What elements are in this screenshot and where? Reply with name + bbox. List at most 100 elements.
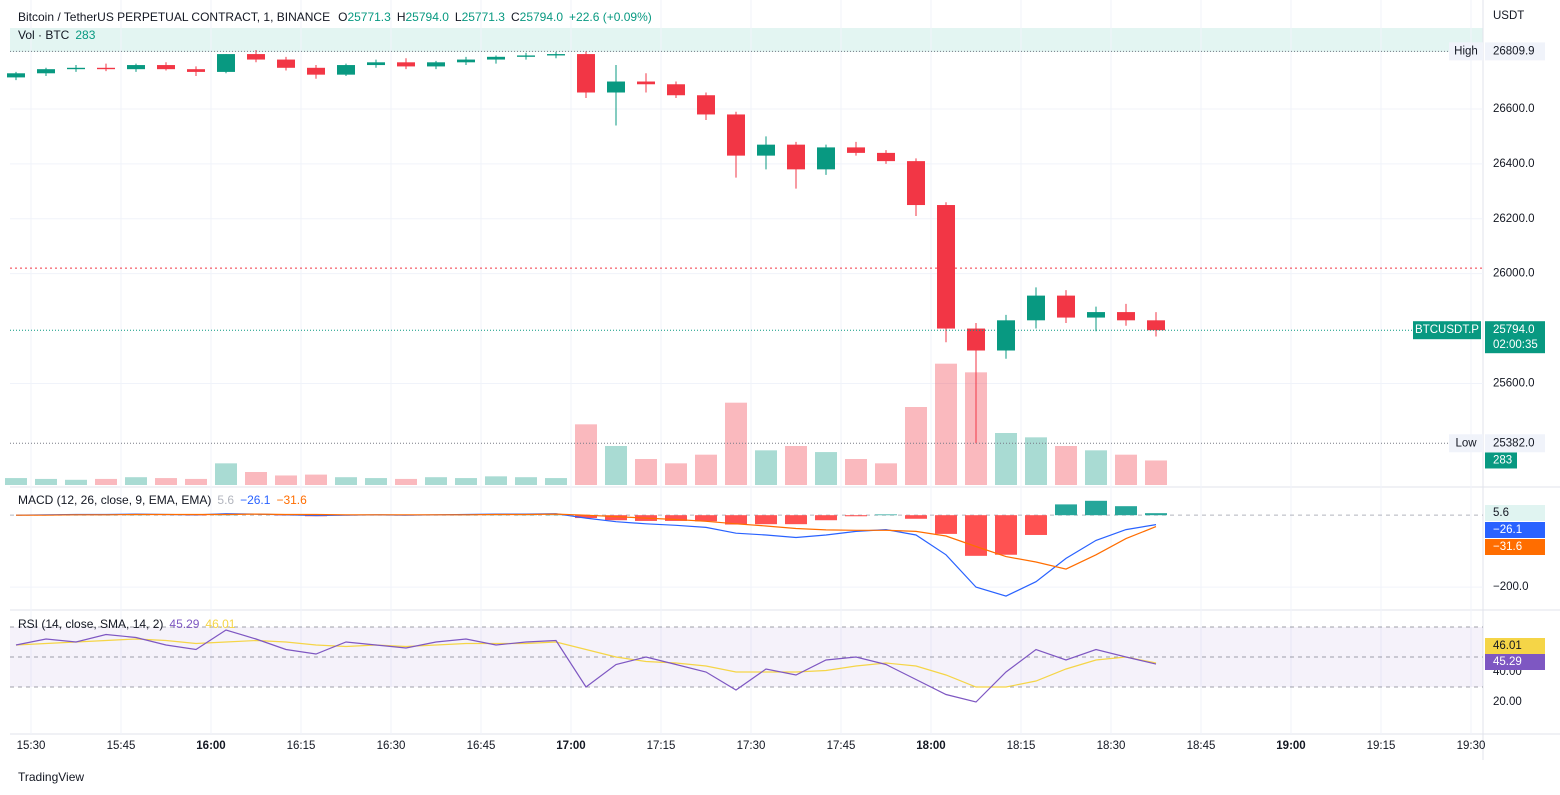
volume-bar — [185, 478, 207, 485]
macd-histogram-bar — [905, 515, 927, 519]
volume-bar — [275, 475, 297, 485]
candle-body — [187, 69, 205, 72]
x-tick-label: 17:45 — [827, 740, 856, 752]
volume-bar — [905, 407, 927, 485]
macd-histogram-bar — [995, 515, 1017, 555]
volume-bar — [845, 459, 867, 485]
x-tick-label: 16:15 — [287, 740, 316, 752]
candle-body — [697, 95, 715, 115]
ohlc-value: 25794.0 — [520, 10, 564, 24]
candle-body — [37, 69, 55, 74]
volume-bar — [935, 363, 957, 485]
volume-bar — [1055, 446, 1077, 485]
volume-bar — [995, 433, 1017, 485]
rsi-legend-value: 45.29 — [169, 617, 199, 631]
candle-body — [1027, 295, 1045, 321]
macd-histogram-bar — [1025, 515, 1047, 535]
volume-bar — [1145, 460, 1167, 485]
macd-histogram-bar — [815, 515, 837, 521]
x-tick-label: 18:15 — [1007, 740, 1036, 752]
countdown: 02:00:35 — [1493, 339, 1538, 351]
candle-body — [277, 59, 295, 68]
signal-line — [16, 513, 1157, 570]
volume-bar — [245, 472, 267, 485]
volume-bar — [215, 463, 237, 485]
candle-body — [127, 65, 145, 70]
x-tick-label: 18:45 — [1187, 740, 1216, 752]
macd-legend-value: 5.6 — [217, 493, 234, 507]
rsi-tag: 45.29 — [1493, 656, 1522, 668]
volume-bar — [545, 478, 567, 485]
x-tick-label: 17:30 — [737, 740, 766, 752]
macd-histogram-bar — [695, 515, 717, 522]
volume-bar — [155, 478, 177, 485]
tag-value-box — [1485, 434, 1545, 453]
tag-name: Low — [1455, 437, 1477, 449]
ohlc-value: 25771.3 — [462, 10, 506, 24]
volume-bar — [5, 478, 27, 485]
candle-body — [667, 84, 685, 96]
volume-legend: Vol · BTC — [18, 28, 70, 42]
x-tick-label: 19:15 — [1367, 740, 1396, 752]
macd-histogram-bar — [1145, 513, 1167, 516]
macd-histogram-bar — [605, 515, 627, 521]
candle-body — [1087, 312, 1105, 318]
rsi-tag-box — [1485, 654, 1545, 670]
volume-bar — [35, 478, 57, 485]
rsi-title: RSI (14, close, SMA, 14, 2) — [18, 617, 163, 631]
volume-bar — [1025, 437, 1047, 485]
volume-bar — [395, 478, 417, 485]
volume-tag: 283 — [1493, 455, 1512, 467]
volume-bar — [755, 450, 777, 485]
tag-name-box — [1449, 42, 1483, 61]
last-value-box — [1485, 321, 1545, 354]
volume-bar — [575, 424, 597, 485]
macd-legend-value: −31.6 — [276, 493, 307, 507]
volume-bar — [815, 452, 837, 485]
volume-bar — [605, 446, 627, 485]
candle-body — [1057, 295, 1075, 318]
volume-bar — [485, 476, 507, 485]
last-name-box — [1413, 321, 1481, 340]
macd-tag-box — [1485, 522, 1545, 538]
tag-name: High — [1454, 45, 1478, 57]
signal-tag-box — [1485, 539, 1545, 555]
macd-histogram-bar — [575, 515, 597, 519]
ohlc-name: C — [511, 10, 520, 24]
candle-body — [967, 328, 985, 351]
x-tick-label: 16:45 — [467, 740, 496, 752]
candle-body — [487, 56, 505, 60]
candle-body — [7, 73, 25, 78]
tag-value: 25382.0 — [1493, 437, 1535, 449]
macd-tag: −26.1 — [1493, 524, 1522, 536]
candle-body — [457, 59, 475, 63]
volume-bar — [515, 477, 537, 485]
candle-body — [337, 65, 355, 75]
volume-bar — [1085, 450, 1107, 485]
volume-bar — [1115, 454, 1137, 485]
volume-bar — [635, 459, 657, 485]
rsi-line — [15, 629, 1157, 703]
volume-bar — [785, 446, 807, 485]
symbol-title: Bitcoin / TetherUS PERPETUAL CONTRACT, 1… — [18, 10, 330, 24]
macd-histogram-bar — [875, 514, 897, 516]
macd-histogram-bar — [665, 515, 687, 521]
candle-body — [97, 67, 115, 70]
macd-histogram-bar — [935, 515, 957, 534]
ohlc-name: O — [338, 10, 347, 24]
y-tick-label: 26200.0 — [1493, 213, 1535, 225]
tag-name-box — [1449, 434, 1483, 453]
candle-body — [757, 144, 775, 156]
candle-body — [547, 54, 565, 56]
y-tick-label: 26400.0 — [1493, 158, 1535, 170]
volume-bar — [695, 454, 717, 485]
tag-value: 26809.9 — [1493, 45, 1535, 57]
x-tick-label: 15:30 — [17, 740, 46, 752]
ohlc-name: H — [397, 10, 406, 24]
y-tick-label: 26600.0 — [1493, 103, 1535, 115]
candle-body — [577, 54, 595, 93]
candle-body — [157, 65, 175, 70]
macd-legend-value: −26.1 — [240, 493, 271, 507]
